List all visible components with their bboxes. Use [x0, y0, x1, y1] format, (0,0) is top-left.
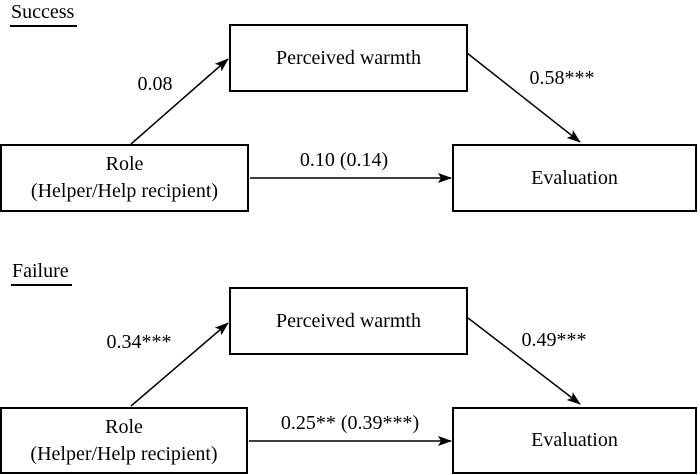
node-label-line1: Role [105, 153, 144, 175]
node-role-failure: Role (Helper/Help recipient) [0, 407, 248, 474]
node-label: Perceived warmth [276, 46, 421, 69]
node-perceived-warmth-success: Perceived warmth [229, 24, 468, 92]
coef-success-mediator-to-outcome: 0.58*** [529, 67, 595, 89]
node-evaluation-failure: Evaluation [452, 407, 697, 474]
node-label-line2: (Helper/Help recipient) [30, 442, 218, 465]
node-perceived-warmth-failure: Perceived warmth [229, 287, 468, 355]
node-label-line2: (Helper/Help recipient) [30, 180, 219, 202]
success-role-to-mediator-arrow [130, 58, 229, 145]
panel-title-success: Success [10, 1, 78, 27]
coef-failure-role-to-mediator: 0.34*** [106, 331, 172, 353]
coef-success-role-to-mediator: 0.08 [137, 73, 173, 95]
failure-mediator-to-outcome-arrow [467, 317, 581, 405]
node-label: Perceived warmth [276, 309, 421, 332]
node-label: Evaluation [531, 166, 618, 189]
node-evaluation-success: Evaluation [452, 144, 697, 212]
failure-role-to-mediator-arrow [130, 322, 229, 407]
coef-success-role-to-outcome: 0.10 (0.14) [299, 149, 389, 171]
node-label: Evaluation [531, 429, 618, 451]
coef-failure-role-to-outcome: 0.25** (0.39***) [280, 412, 420, 434]
node-role-success: Role (Helper/Help recipient) [0, 144, 249, 212]
success-mediator-to-outcome-arrow [466, 52, 581, 143]
coef-failure-mediator-to-outcome: 0.49*** [521, 329, 587, 351]
node-label-line1: Role [105, 415, 143, 438]
panel-title-failure: Failure [11, 260, 72, 286]
